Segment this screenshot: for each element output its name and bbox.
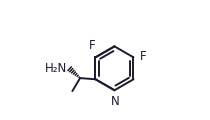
Text: F: F — [140, 50, 147, 63]
Text: N: N — [111, 95, 119, 108]
Text: H₂N: H₂N — [45, 62, 67, 75]
Text: F: F — [89, 39, 96, 52]
